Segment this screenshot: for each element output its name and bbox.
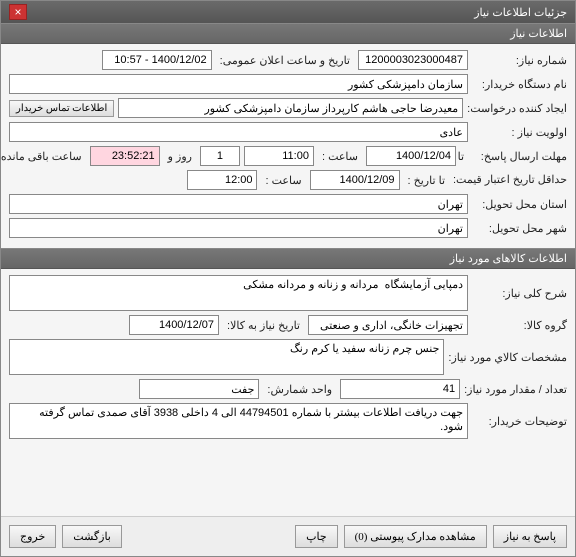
announce-field[interactable] bbox=[102, 50, 212, 70]
to-date-label-2: تا تاریخ : bbox=[404, 174, 449, 187]
city-field[interactable] bbox=[9, 218, 468, 238]
section-header-goods: اطلاعات کالاهای مورد نیاز bbox=[1, 248, 575, 269]
close-icon[interactable]: × bbox=[9, 4, 27, 20]
qty-label: تعداد / مقدار مورد نیاز: bbox=[464, 383, 567, 396]
creator-field[interactable] bbox=[118, 98, 463, 118]
titlebar: جزئیات اطلاعات نیاز × bbox=[1, 1, 575, 23]
buyer-field[interactable] bbox=[9, 74, 468, 94]
unit-label: واحد شمارش: bbox=[263, 383, 336, 396]
announce-label: تاریخ و ساعت اعلان عمومی: bbox=[216, 54, 354, 67]
section-header-need: اطلاعات نیاز bbox=[1, 23, 575, 44]
form-area-1: شماره نیاز: تاریخ و ساعت اعلان عمومی: نا… bbox=[1, 44, 575, 248]
deadline-date-field[interactable] bbox=[366, 146, 456, 166]
time-label-1: ساعت : bbox=[318, 150, 362, 163]
note-field[interactable] bbox=[9, 403, 468, 439]
to-date-label-1: تا تاریخ : bbox=[460, 150, 468, 163]
group-label: گروه کالا: bbox=[472, 319, 567, 332]
print-button[interactable]: چاپ bbox=[295, 525, 338, 548]
footer: پاسخ به نیاز مشاهده مدارک پیوستی (0) چاپ… bbox=[1, 516, 575, 556]
desc-field[interactable] bbox=[9, 275, 468, 311]
province-field[interactable] bbox=[9, 194, 468, 214]
days-field[interactable] bbox=[200, 146, 240, 166]
respond-button[interactable]: پاسخ به نیاز bbox=[493, 525, 567, 548]
unit-field[interactable] bbox=[139, 379, 259, 399]
need-date-label: تاریخ نیاز به کالا: bbox=[223, 319, 304, 332]
time-label-2: ساعت : bbox=[261, 174, 305, 187]
need-date-field[interactable] bbox=[129, 315, 219, 335]
window-title: جزئیات اطلاعات نیاز bbox=[474, 6, 567, 19]
countdown-field bbox=[90, 146, 160, 166]
city-label: شهر محل تحویل: bbox=[472, 222, 567, 235]
need-no-label: شماره نیاز: bbox=[472, 54, 567, 67]
province-label: استان محل تحویل: bbox=[472, 198, 567, 211]
priority-field[interactable] bbox=[9, 122, 468, 142]
priority-label: اولویت نیاز : bbox=[472, 126, 567, 139]
group-field[interactable] bbox=[308, 315, 468, 335]
valid-date-field[interactable] bbox=[310, 170, 400, 190]
contact-button[interactable]: اطلاعات تماس خریدار bbox=[9, 100, 114, 117]
window: جزئیات اطلاعات نیاز × اطلاعات نیاز شماره… bbox=[0, 0, 576, 557]
qty-field[interactable] bbox=[340, 379, 460, 399]
desc-label: شرح کلی نیاز: bbox=[472, 287, 567, 300]
remaining-label: ساعت باقی مانده bbox=[0, 150, 86, 163]
spec-label: مشخصات کالاي مورد نیاز: bbox=[448, 351, 567, 364]
creator-label: ایجاد کننده درخواست: bbox=[467, 102, 567, 115]
deadline-label: مهلت ارسال پاسخ: bbox=[472, 150, 567, 163]
form-area-2: شرح کلی نیاز: گروه کالا: تاریخ نیاز به ک… bbox=[1, 269, 575, 449]
back-button[interactable]: بازگشت bbox=[62, 525, 122, 548]
exit-button[interactable]: خروج bbox=[9, 525, 56, 548]
buyer-label: نام دستگاه خریدار: bbox=[472, 78, 567, 91]
need-no-field[interactable] bbox=[358, 50, 468, 70]
deadline-time-field[interactable] bbox=[244, 146, 314, 166]
min-valid-label: حداقل تاریخ اعتبار قیمت: bbox=[453, 175, 567, 186]
note-label: توضیحات خریدار: bbox=[472, 415, 567, 428]
days-and-label: روز و bbox=[164, 150, 196, 163]
footer-spacer bbox=[128, 525, 289, 548]
spec-field[interactable] bbox=[9, 339, 444, 375]
valid-time-field[interactable] bbox=[187, 170, 257, 190]
attachments-button[interactable]: مشاهده مدارک پیوستی (0) bbox=[344, 525, 487, 548]
